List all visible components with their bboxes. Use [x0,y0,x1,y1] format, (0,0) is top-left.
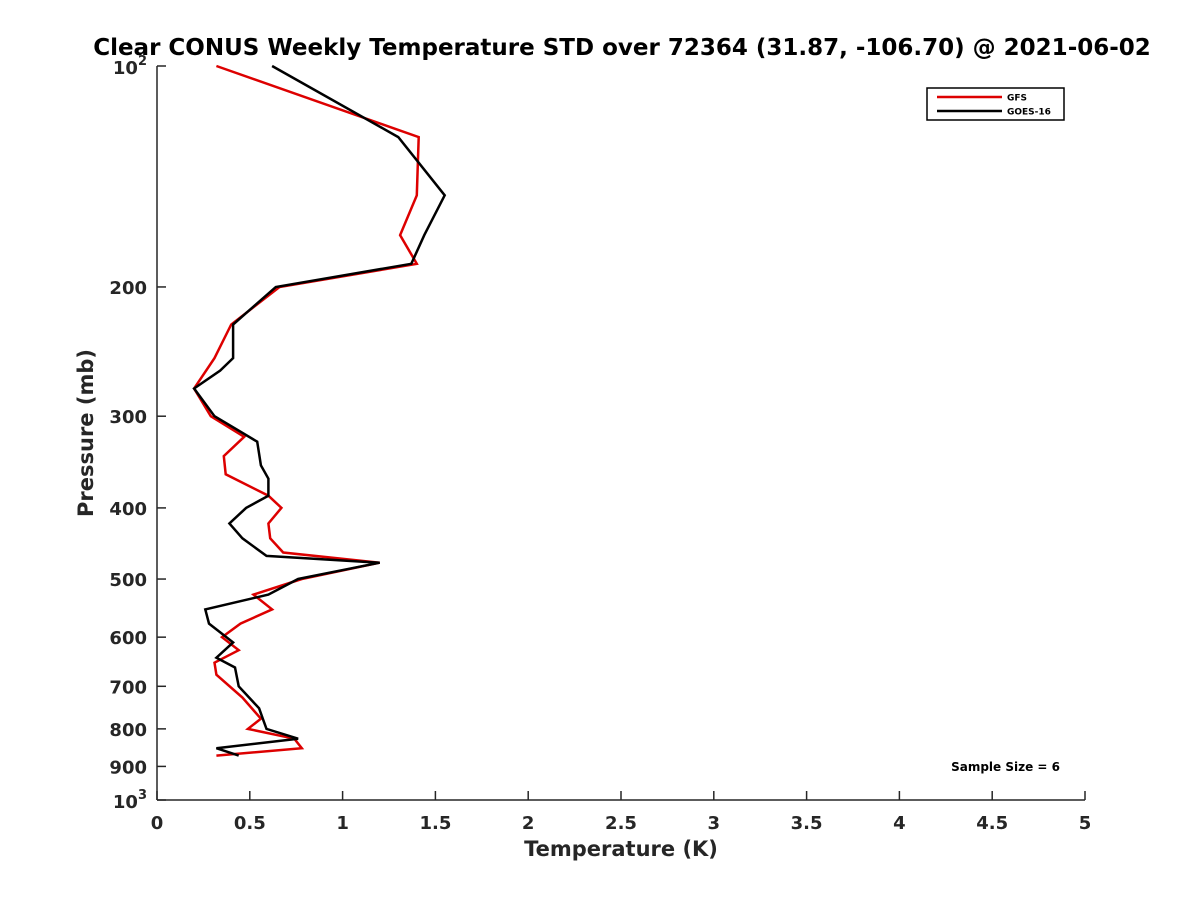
chart-title: Clear CONUS Weekly Temperature STD over … [93,35,1151,61]
y-tick-label: 103 [113,788,147,813]
legend: GFS GOES-16 [926,87,1065,121]
y-tick-label: 102 [113,54,147,79]
x-tick-label: 4.5 [976,813,1008,834]
plot-area [192,64,447,757]
axes: 0 0.5 1 1.5 2 2.5 3 3.5 4 4.5 5 102 200 300 400 500 600 7… [109,54,1091,834]
y-tick-label: 200 [109,278,147,299]
x-axis-label: Temperature (K) [524,837,718,861]
x-tick-label: 5 [1079,813,1092,834]
x-tick-label: 3 [708,813,721,834]
x-tick-label: 1.5 [419,813,451,834]
y-tick-label: 300 [109,407,147,428]
x-tick-label: 3.5 [791,813,823,834]
y-axis-label: Pressure (mb) [74,349,98,517]
sample-size-annotation: Sample Size = 6 [951,760,1060,774]
y-tick-label: 500 [109,570,147,591]
legend-box [926,87,1065,121]
x-tick-label: 2 [522,813,535,834]
y-tick-label: 700 [109,677,147,698]
x-tick-label: 2.5 [605,813,637,834]
x-tick-label: 1 [336,813,349,834]
series-line-gfs [192,64,420,757]
x-tick-label: 0 [151,813,164,834]
x-tick-label: 4 [893,813,906,834]
legend-label: GFS [1007,94,1027,104]
series-line-goes-16 [192,64,447,757]
y-tick-label: 900 [109,757,147,778]
x-tick-label: 0.5 [234,813,266,834]
y-tick-label: 800 [109,720,147,741]
legend-label: GOES-16 [1007,108,1051,118]
y-tick-label: 600 [109,628,147,649]
y-tick-label: 400 [109,499,147,520]
